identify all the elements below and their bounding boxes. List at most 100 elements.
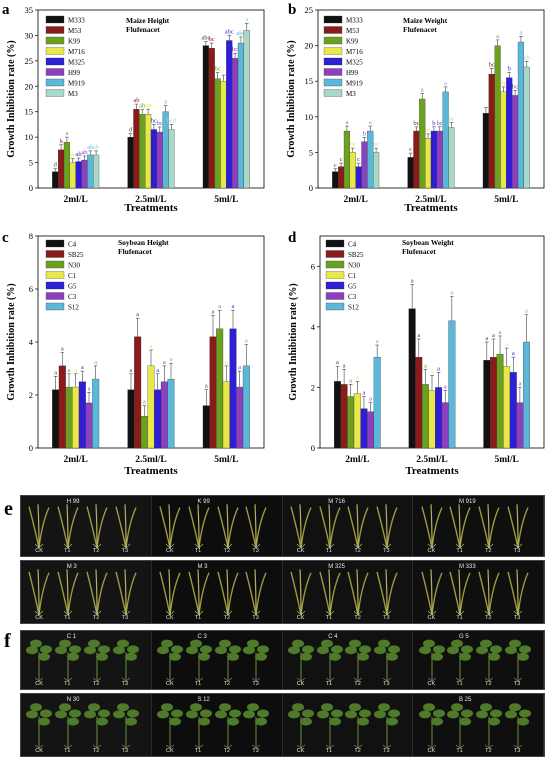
soybean-plant-illustration: [287, 639, 314, 681]
soybean-plant-illustration: [55, 639, 82, 681]
photo-strain-label: M 3: [66, 564, 77, 570]
photo-treatment-caption: T3: [121, 748, 129, 754]
legend-label: M919: [346, 80, 363, 88]
maize-plant-illustration: [318, 504, 341, 548]
y-tick-label: 0: [309, 183, 313, 193]
maize-plant-illustration: [449, 569, 471, 615]
photo-strain-label: M 3: [197, 564, 208, 570]
chart-subtitle: Flufenacet: [402, 247, 436, 256]
legend-swatch: [45, 47, 65, 55]
photo-strain-label: K 99: [197, 499, 210, 505]
bar: [154, 389, 162, 449]
significance-letter: bc: [437, 120, 443, 127]
legend-swatch: [45, 15, 65, 24]
significance-letter: bcd: [167, 117, 177, 124]
chart-soybean-weight: 0 2 4 6 Growth Inhibition rate (%) Treatments…: [288, 235, 545, 477]
maize-plant-illustration: [28, 569, 50, 615]
legend-swatch: [323, 68, 343, 76]
significance-letter: a: [163, 359, 166, 366]
maize-plant-illustration: [420, 504, 443, 548]
soybean-plant-illustration: [112, 639, 139, 681]
significance-letter: a: [245, 16, 248, 23]
legend-label: M3: [346, 90, 356, 98]
soybean-plant-illustration: [447, 639, 474, 681]
bar: [243, 30, 250, 189]
significance-letter: bc: [70, 152, 76, 159]
bar: [367, 130, 374, 189]
legend-label: H99: [346, 69, 359, 77]
significance-letter: abc: [144, 102, 153, 109]
significance-letter: b: [432, 120, 435, 127]
maize-plant-illustration: [376, 504, 398, 548]
bar: [334, 381, 341, 449]
significance-letter: a: [68, 367, 71, 374]
legend-label: M53: [346, 27, 360, 35]
x-tick-label: 5ml/L: [214, 455, 238, 465]
legend-label: K99: [346, 38, 359, 46]
bar: [506, 77, 513, 189]
photo-treatment-caption: T3: [252, 615, 259, 621]
chart-title: Soybean Weight: [402, 238, 454, 247]
soybean-plant-illustration: [504, 639, 531, 681]
bar: [87, 154, 94, 189]
significance-letter: a: [130, 367, 133, 374]
soybean-plant-illustration: [26, 703, 53, 748]
x-tick-label: 5ml/L: [494, 195, 518, 205]
significance-letter: a: [225, 359, 228, 366]
bar: [160, 381, 168, 449]
photo-segment: K 99 CK T1 T2 T3: [151, 496, 283, 556]
photo-strain-label: B 25: [459, 697, 472, 703]
photo-segment: M 919 CK T1 T2 T3: [413, 496, 544, 556]
bar: [488, 73, 495, 189]
bar: [72, 386, 80, 449]
photo-treatment-caption: CK: [427, 615, 436, 621]
legend-label: N30: [348, 262, 361, 270]
photo-treatment-caption: CK: [166, 548, 174, 554]
legend-label: C3: [68, 293, 77, 301]
chart-maize-height: 0 5 10 15 20 25 30 35 Growth Inhibition rate (%)…: [6, 5, 265, 214]
bar: [209, 336, 217, 449]
photo-panel-f-row2: N 30 CK T1 T2 T3 S 12 CK T1 T2 T3 CK T1 T2 T3 B 25 CK T1…: [20, 693, 545, 757]
photo-treatment-caption: CK: [427, 548, 436, 554]
chart-maize-weight: 0 5 10 15 20 25 Growth Inhibition rate (%) Trea…: [286, 5, 545, 214]
photo-treatment-caption: CK: [166, 681, 174, 687]
bar: [441, 402, 449, 449]
significance-letter: a: [150, 343, 153, 350]
photo-treatment-caption: T1: [64, 681, 71, 687]
maize-plant-illustration: [28, 504, 50, 548]
photo-treatment-caption: CK: [296, 748, 305, 754]
significance-letter: b: [508, 66, 511, 73]
soybean-plant-illustration: [316, 703, 343, 748]
significance-letter: bc: [413, 120, 419, 127]
x-tick-label: 5ml/L: [214, 195, 238, 205]
significance-letter: ab: [87, 144, 93, 151]
photo-treatment-caption: T1: [325, 615, 332, 621]
soybean-plant-illustration: [83, 703, 110, 748]
legend-swatch: [325, 250, 345, 258]
bar: [202, 405, 210, 449]
photo-treatment-caption: T2: [223, 548, 230, 554]
photo-treatment-caption: T2: [485, 548, 492, 554]
photo-segment: N 30 CK T1 T2 T3: [21, 694, 152, 756]
photo-treatment-caption: CK: [35, 748, 43, 754]
y-tick-label: 35: [25, 5, 34, 15]
bar: [63, 142, 70, 189]
bar: [448, 320, 456, 449]
x-tick-label: 2ml/L: [345, 455, 369, 465]
photo-treatment-caption: T2: [354, 615, 361, 621]
significance-letter: bc: [373, 141, 379, 148]
y-tick-label: 15: [305, 76, 314, 86]
bar: [81, 159, 88, 189]
significance-letter: ab: [139, 103, 145, 110]
photo-strain-label: C 3: [197, 634, 207, 640]
legend-swatch: [45, 68, 65, 76]
photo-treatment-caption: T2: [354, 548, 361, 554]
significance-letter: h: [59, 138, 63, 145]
maize-plant-illustration: [347, 504, 369, 548]
legend-label: C1: [348, 272, 357, 280]
bar: [52, 389, 60, 449]
maize-plant-illustration: [245, 569, 267, 615]
photo-strain-label: C 1: [66, 634, 77, 640]
bar: [140, 416, 148, 449]
photo-treatment-caption: T3: [252, 548, 259, 554]
